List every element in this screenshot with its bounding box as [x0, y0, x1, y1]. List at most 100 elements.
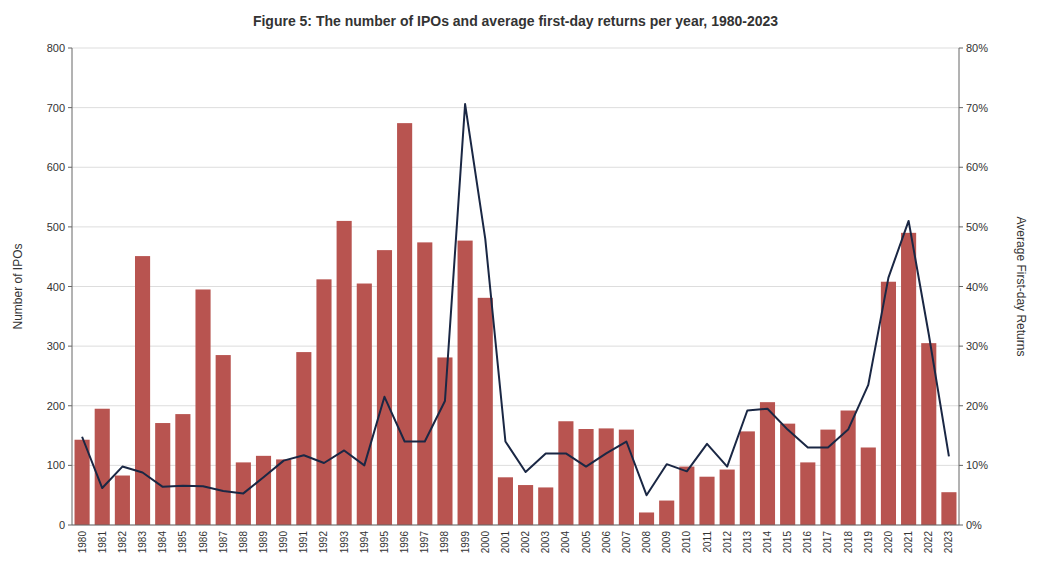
y2-tick [959, 405, 963, 406]
x-tick-label: 2015 [782, 531, 793, 554]
bar [135, 256, 150, 525]
bar [95, 409, 110, 525]
x-tick-label: 2002 [520, 531, 531, 554]
x-tick-label: 1989 [258, 531, 269, 554]
x-tick-label: 2019 [863, 531, 874, 554]
axes: 01002003004005006007008000%10%20%30%40%5… [47, 42, 989, 553]
bar [175, 414, 190, 525]
bar [599, 428, 614, 525]
y2-tick-label: 20% [966, 400, 988, 412]
x-tick-label: 2021 [903, 531, 914, 554]
bar [276, 459, 291, 525]
x-tick-label: 2014 [762, 531, 773, 554]
y2-tick-label: 50% [966, 221, 988, 233]
x-tick-label: 1980 [77, 531, 88, 554]
bar [800, 462, 815, 525]
y-tick [68, 525, 72, 526]
y2-tick [959, 465, 963, 466]
x-tick-label: 1992 [318, 531, 329, 554]
bar [639, 512, 654, 525]
y-tick-label: 200 [47, 400, 65, 412]
bar [337, 221, 352, 525]
y-tick-label: 400 [47, 281, 65, 293]
x-tick-label: 1983 [137, 531, 148, 554]
y2-tick [959, 107, 963, 108]
x-tick-label: 1995 [379, 531, 390, 554]
x-tick-label: 1981 [97, 531, 108, 554]
x-tick-label: 2001 [500, 531, 511, 554]
x-tick-label: 1998 [439, 531, 450, 554]
y2-tick-label: 30% [966, 340, 988, 352]
bar [377, 250, 392, 525]
bar [458, 241, 473, 525]
y2-tick-label: 10% [966, 459, 988, 471]
title: Figure 5: The number of IPOs and average… [253, 13, 778, 29]
x-tick-label: 2005 [581, 531, 592, 554]
x-tick-label: 2017 [822, 531, 833, 554]
line [82, 104, 949, 495]
bar [538, 487, 553, 525]
x-tick-label: 1994 [359, 531, 370, 554]
x-tick-label: 2004 [560, 531, 571, 554]
x-axis-line [72, 525, 959, 526]
bar [901, 233, 916, 525]
x-tick-label: 2010 [681, 531, 692, 554]
bar [417, 242, 432, 525]
y2-tick [959, 167, 963, 168]
y2-tick [959, 48, 963, 49]
x-tick-label: 2006 [601, 531, 612, 554]
y2-tick [959, 346, 963, 347]
bar [740, 431, 755, 525]
x-tick-label: 1996 [399, 531, 410, 554]
x-tick-label: 1999 [460, 531, 471, 554]
bar [397, 123, 412, 525]
grid-line [72, 48, 959, 49]
y-tick [68, 465, 72, 466]
bar [780, 424, 795, 525]
x-tick-label: 2011 [702, 531, 713, 553]
x-tick-label: 2023 [943, 531, 954, 554]
grid [72, 48, 959, 525]
y-tick-label: 0 [59, 519, 65, 531]
y2-tick-label: 0% [966, 519, 982, 531]
x-tick-label: 2022 [923, 531, 934, 554]
x-tick-label: 2020 [883, 531, 894, 554]
y-tick-label: 100 [47, 459, 65, 471]
bar [155, 423, 170, 525]
y-tick [68, 226, 72, 227]
x-tick-label: 2009 [661, 531, 672, 554]
bar [699, 477, 714, 525]
x-tick-label: 1985 [177, 531, 188, 554]
bar [195, 289, 210, 525]
bar [357, 284, 372, 525]
grid-line [72, 226, 959, 227]
x-tick-label: 1984 [157, 531, 168, 554]
y-axis-label: Number of IPOs [11, 243, 25, 329]
x-tick-label: 2016 [802, 531, 813, 554]
y-tick-label: 500 [47, 221, 65, 233]
y-tick [68, 405, 72, 406]
x-tick-label: 2008 [641, 531, 652, 554]
bar [659, 501, 674, 525]
bar [518, 485, 533, 525]
x-tick-label: 2018 [843, 531, 854, 554]
y-tick-label: 800 [47, 42, 65, 54]
y-tick [68, 48, 72, 49]
x-tick-label: 1991 [298, 531, 309, 554]
bar [720, 470, 735, 525]
bar [256, 456, 271, 525]
y-tick [68, 346, 72, 347]
bar [679, 467, 694, 525]
x-tick-label: 1990 [278, 531, 289, 554]
bar [760, 402, 775, 525]
grid-line [72, 107, 959, 108]
bars [75, 123, 957, 525]
y-tick [68, 167, 72, 168]
x-tick-label: 1986 [198, 531, 209, 554]
x-tick-label: 1997 [419, 531, 430, 554]
y-tick-label: 700 [47, 102, 65, 114]
bar [941, 492, 956, 525]
bar [296, 352, 311, 525]
y2-tick [959, 226, 963, 227]
y2-tick [959, 525, 963, 526]
